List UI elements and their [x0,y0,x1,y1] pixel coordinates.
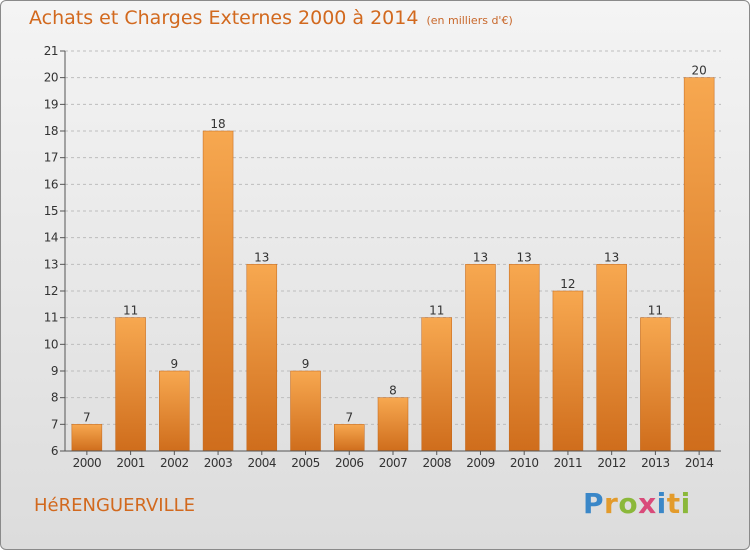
bar-2007 [377,397,409,452]
data-label: 11 [123,304,138,318]
x-tick-label: 2004 [248,456,277,470]
y-tick-label: 8 [51,391,58,405]
x-tick-label: 2000 [73,456,102,470]
data-label: 9 [171,357,179,371]
x-tick-label: 2007 [379,456,408,470]
y-tick-label: 19 [44,97,58,111]
brand-letter: P [583,487,605,520]
x-tick-label: 2013 [641,456,670,470]
brand-letter: x [638,487,657,520]
y-tick-label: 7 [51,417,58,431]
y-tick-label: 12 [44,284,58,298]
x-tick-label: 2003 [204,456,233,470]
chart-unit: (en milliers d'€) [426,14,513,27]
y-tick-label: 13 [44,257,58,271]
y-tick-label: 9 [51,364,58,378]
data-label: 18 [210,117,225,131]
bar-2012 [596,264,627,452]
bar-2000 [71,424,103,452]
y-tick-label: 14 [44,231,58,245]
x-tick-label: 2009 [466,456,495,470]
x-tick-label: 2012 [597,456,626,470]
data-label: 9 [302,357,310,371]
chart-title: Achats et Charges Externes 2000 à 2014 (e… [29,7,513,29]
x-tick-label: 2008 [422,456,451,470]
y-tick-label: 17 [44,151,58,165]
bar-2014 [683,77,715,452]
y-tick-label: 15 [44,204,58,218]
y-tick-label: 11 [44,311,58,325]
data-label: 12 [560,277,575,291]
axes: 6 7 8 9 10 11 12 13 14 15 16 17 18 19 20 21 2000 2001 2002… [44,44,721,470]
x-tick-label: 2010 [510,456,539,470]
bars: 7 11 9 18 13 9 7 8 11 13 13 12 13 11 20 [71,64,715,452]
proxiti-logo[interactable]: Proxiti [583,487,691,520]
bar-2001 [115,317,146,452]
bar-2006 [334,424,365,452]
data-label: 13 [604,250,619,264]
town-name: HéRENGUERVILLE [34,495,196,516]
y-tick-label: 20 [44,71,58,85]
data-label: 13 [254,250,269,264]
data-label: 13 [473,250,488,264]
brand-letter: r [604,487,619,520]
bar-2004 [246,264,278,452]
y-tick-label: 18 [44,124,58,138]
x-tick-label: 2014 [685,456,714,470]
bar-2005 [290,370,321,452]
bar-2011 [552,290,584,452]
y-tick-label: 21 [44,44,58,58]
chart-title-text: Achats et Charges Externes 2000 à 2014 [29,7,419,29]
bar-2002 [159,370,190,452]
y-tick-label: 6 [51,444,58,458]
bar-2013 [640,317,671,452]
data-label: 11 [648,304,663,318]
bar-2009 [465,264,496,452]
brand-letter: t [666,487,681,520]
data-label: 7 [83,410,91,424]
data-label: 7 [345,410,353,424]
bar-2003 [202,130,234,452]
data-label: 11 [429,304,444,318]
data-label: 13 [517,250,532,264]
y-tick-label: 16 [44,177,58,191]
x-tick-label: 2006 [335,456,364,470]
y-tick-label: 10 [44,337,58,351]
bar-2008 [421,317,452,452]
data-label: 8 [389,384,397,398]
brand-letter: i [680,487,691,520]
brand-letter: o [618,487,639,520]
x-tick-label: 2005 [291,456,320,470]
bar-2010 [508,264,540,452]
x-tick-label: 2002 [160,456,189,470]
x-tick-label: 2001 [116,456,145,470]
data-label: 20 [691,64,706,78]
x-tick-label: 2011 [554,456,583,470]
brand-letter: i [656,487,667,520]
